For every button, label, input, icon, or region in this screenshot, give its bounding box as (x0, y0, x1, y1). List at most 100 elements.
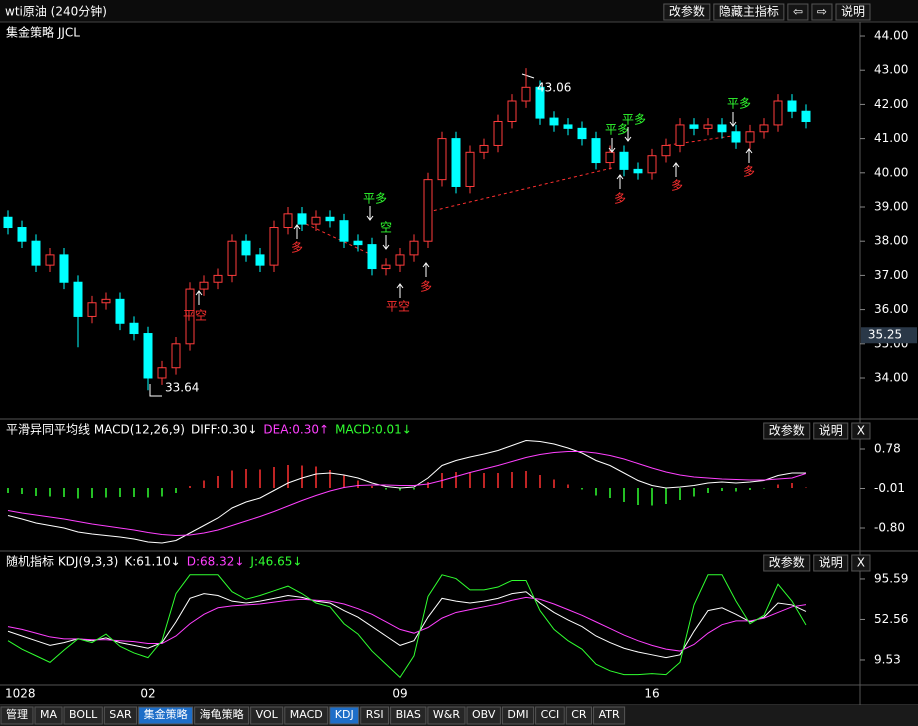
button[interactable]: X (851, 554, 871, 572)
button-frame[interactable] (663, 3, 711, 21)
candle-body (325, 216, 335, 222)
tab[interactable]: 集金策略 (138, 706, 194, 725)
button[interactable]: ⇦ (787, 3, 809, 21)
button-frame[interactable] (787, 3, 809, 21)
tab-frame[interactable] (103, 706, 138, 725)
tab-frame[interactable] (535, 706, 565, 725)
indicator-line (7, 596, 807, 652)
tab[interactable]: VOL (250, 706, 284, 725)
button-label[interactable]: 改参数 (669, 4, 705, 19)
button[interactable]: 隐藏主指标 (713, 3, 785, 21)
button[interactable]: 说明 (835, 3, 871, 21)
button-label[interactable]: 改参数 (769, 555, 805, 570)
tab-frame[interactable] (501, 706, 535, 725)
tab-frame[interactable] (360, 706, 390, 725)
tab-frame[interactable] (194, 706, 250, 725)
window-title: wti原油 (240分钟) (5, 4, 107, 19)
tab-label[interactable]: CCI (541, 708, 560, 721)
candle-body (87, 302, 97, 317)
candle-body (213, 274, 223, 283)
tab-label[interactable]: BOLL (69, 708, 98, 721)
tab-frame[interactable] (593, 706, 626, 725)
button-frame[interactable] (763, 554, 811, 572)
button[interactable]: 说明 (813, 422, 849, 440)
tab-label[interactable]: DMI (507, 708, 528, 721)
tab-label[interactable]: BIAS (396, 708, 421, 721)
tab[interactable]: ATR (593, 706, 626, 725)
tab[interactable]: SAR (103, 706, 138, 725)
button-label[interactable]: 说明 (819, 423, 843, 438)
button[interactable]: 改参数 (763, 422, 811, 440)
button-label[interactable]: ⇨ (817, 5, 827, 19)
tab-label[interactable]: W&R (433, 708, 460, 721)
tab-frame[interactable] (284, 706, 329, 725)
button-frame[interactable] (813, 422, 849, 440)
button-frame[interactable] (811, 3, 833, 21)
button-label[interactable]: 改参数 (769, 423, 805, 438)
tab[interactable]: MA (34, 706, 63, 725)
candle-body (647, 155, 657, 174)
button-label[interactable]: 说明 (841, 4, 865, 19)
tab-frame[interactable] (0, 706, 34, 725)
button-label[interactable]: ⇦ (793, 5, 803, 19)
button-label[interactable]: 隐藏主指标 (719, 4, 779, 19)
tab[interactable]: BOLL (63, 706, 103, 725)
button-label[interactable]: X (857, 424, 865, 438)
signal-label: 平多 (363, 192, 387, 206)
button[interactable]: ⇨ (811, 3, 833, 21)
button-frame[interactable] (851, 554, 871, 572)
tab-label[interactable]: MACD (290, 708, 323, 721)
tab[interactable]: CR (565, 706, 593, 725)
tab-frame[interactable] (329, 706, 360, 725)
button[interactable]: 说明 (813, 554, 849, 572)
tab[interactable]: 海龟策略 (194, 706, 250, 725)
button-frame[interactable] (851, 422, 871, 440)
button[interactable]: 改参数 (763, 554, 811, 572)
tab[interactable]: 管理 (0, 706, 34, 725)
tab[interactable]: CCI (535, 706, 565, 725)
button-label[interactable]: X (857, 556, 865, 570)
tab-frame[interactable] (63, 706, 103, 725)
candle-body (451, 138, 461, 187)
tab-frame[interactable] (138, 706, 194, 725)
tab-label[interactable]: KDJ (335, 708, 354, 721)
tab[interactable]: RSI (360, 706, 390, 725)
low-label: 33.64 (165, 381, 199, 395)
signal-arrow (745, 148, 753, 163)
button-frame[interactable] (813, 554, 849, 572)
button-label[interactable]: 说明 (819, 555, 843, 570)
tab-frame[interactable] (390, 706, 427, 725)
button-frame[interactable] (835, 3, 871, 21)
tab[interactable]: KDJ (329, 706, 360, 725)
tab-label[interactable]: RSI (366, 708, 384, 721)
tab-frame[interactable] (250, 706, 284, 725)
tab-label[interactable]: 管理 (6, 707, 28, 721)
button[interactable]: 改参数 (663, 3, 711, 21)
tab-label[interactable]: 集金策略 (144, 707, 188, 721)
tab-label[interactable]: ATR (599, 708, 620, 721)
tab-frame[interactable] (565, 706, 593, 725)
signal-arrow (672, 162, 680, 177)
tab[interactable]: OBV (466, 706, 501, 725)
button-frame[interactable] (713, 3, 785, 21)
tab[interactable]: W&R (427, 706, 466, 725)
trend-line (305, 223, 373, 256)
tab-frame[interactable] (34, 706, 63, 725)
y-tick-label: 43.00 (874, 63, 908, 77)
button[interactable]: X (851, 422, 871, 440)
tab-frame[interactable] (466, 706, 501, 725)
tab[interactable]: MACD (284, 706, 329, 725)
candle-body (199, 281, 209, 290)
tab-frame[interactable] (427, 706, 466, 725)
button-frame[interactable] (763, 422, 811, 440)
tab-label[interactable]: VOL (256, 708, 279, 721)
tab-label[interactable]: SAR (109, 708, 132, 721)
tab[interactable]: DMI (501, 706, 535, 725)
tab[interactable]: BIAS (390, 706, 427, 725)
tab-label[interactable]: CR (571, 708, 587, 721)
tab-label[interactable]: OBV (472, 708, 496, 721)
tab-label[interactable]: 海龟策略 (200, 707, 244, 721)
tab-label[interactable]: MA (40, 708, 57, 721)
indicator-readout: MACD:0.01↓ (335, 423, 412, 437)
